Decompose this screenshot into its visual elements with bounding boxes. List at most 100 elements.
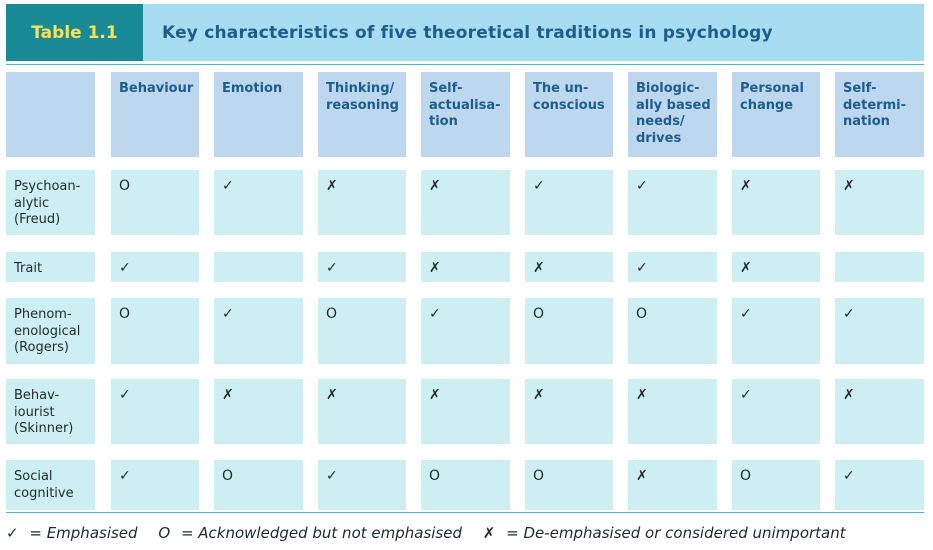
table-cell-text: ✓ xyxy=(636,178,648,194)
column-header: Self- actualisa- tion xyxy=(421,72,510,157)
table-cell: O xyxy=(318,298,406,364)
row-label: Behav- iourist (Skinner) xyxy=(6,379,95,444)
table-cell-text: ✗ xyxy=(636,468,648,484)
table-cell-text: O xyxy=(636,306,648,322)
column-header-text: Personal change xyxy=(740,81,804,113)
table-cell: O xyxy=(628,298,717,364)
table-cell-text: ✓ xyxy=(222,178,234,194)
table-cell: ✓ xyxy=(835,298,924,364)
column-header-text: Behaviour xyxy=(119,81,194,96)
table-cell-text: ✓ xyxy=(843,306,855,322)
row-label: Phenom- enological (Rogers) xyxy=(6,298,95,364)
column-header-text: Thinking/ reasoning xyxy=(326,81,399,113)
table-cell: O xyxy=(732,460,820,510)
table-cell-text: ✓ xyxy=(119,387,131,403)
table-cell: O xyxy=(214,460,303,510)
table-cell-text: ✗ xyxy=(429,387,441,403)
table-caption: Key characteristics of five theoretical … xyxy=(162,22,773,43)
row-label-text: Social cognitive xyxy=(14,469,74,501)
header-corner-cell xyxy=(6,72,95,157)
table-cell: ✗ xyxy=(835,379,924,444)
table-cell: ✗ xyxy=(214,379,303,444)
table-cell-text: O xyxy=(222,468,234,484)
table-cell-text: ✗ xyxy=(326,387,338,403)
table-cell-text: ✗ xyxy=(326,178,338,194)
table-cell-text: ✗ xyxy=(222,387,234,403)
table-cell-text: O xyxy=(429,468,441,484)
table-cell-text: O xyxy=(119,178,131,194)
table-cell: ✗ xyxy=(732,252,820,282)
table-cell-text: O xyxy=(119,306,131,322)
table-cell-text: ✗ xyxy=(740,260,752,276)
table-cell: ✗ xyxy=(525,379,613,444)
table-cell-text: ✗ xyxy=(429,260,441,276)
column-header: Self- determi- nation xyxy=(835,72,924,157)
table-cell: ✓ xyxy=(421,298,510,364)
top-rule xyxy=(6,64,924,65)
table-cell xyxy=(214,252,303,282)
table-cell: ✓ xyxy=(318,252,406,282)
table-cell: ✓ xyxy=(525,170,613,235)
table-cell-text: ✓ xyxy=(843,468,855,484)
column-header-text: Emotion xyxy=(222,81,283,96)
column-header: Emotion xyxy=(214,72,303,157)
table-cell: ✗ xyxy=(835,170,924,235)
legend-o-symbol: O xyxy=(158,524,171,542)
column-header: Behaviour xyxy=(111,72,199,157)
table-cell: ✓ xyxy=(214,298,303,364)
table-cell: ✓ xyxy=(732,298,820,364)
table-cell-text: ✓ xyxy=(740,306,752,322)
table-header-bar: Table 1.1 Key characteristics of five th… xyxy=(6,4,924,61)
legend-cross-text: = De-emphasised or considered unimportan… xyxy=(506,524,846,542)
table-cell-text: ✓ xyxy=(326,260,338,276)
bottom-rule xyxy=(6,512,924,513)
row-label: Psychoan- alytic (Freud) xyxy=(6,170,95,235)
table-legend: ✓ = Emphasised O = Acknowledged but not … xyxy=(6,524,846,546)
table-cell: ✓ xyxy=(111,252,199,282)
table-cell-text: ✓ xyxy=(429,306,441,322)
table-cell-text: ✗ xyxy=(429,178,441,194)
table-cell-text: O xyxy=(533,306,545,322)
table-cell: O xyxy=(111,298,199,364)
table-cell: ✗ xyxy=(421,379,510,444)
table-cell: O xyxy=(525,298,613,364)
table-cell-text: ✓ xyxy=(533,178,545,194)
table-cell-text: ✓ xyxy=(740,387,752,403)
table-cell: ✗ xyxy=(421,252,510,282)
column-header: The un- conscious xyxy=(525,72,613,157)
table-cell: ✓ xyxy=(628,170,717,235)
table-cell-text: ✓ xyxy=(119,468,131,484)
row-label: Trait xyxy=(6,252,95,282)
table-cell: ✓ xyxy=(111,460,199,510)
table-cell: ✗ xyxy=(628,379,717,444)
table-cell: ✓ xyxy=(835,460,924,510)
row-label-text: Psychoan- alytic (Freud) xyxy=(14,179,81,227)
table-cell-text: O xyxy=(326,306,338,322)
table-cell: O xyxy=(111,170,199,235)
table-cell: ✗ xyxy=(421,170,510,235)
table-cell: O xyxy=(421,460,510,510)
table-cell: O xyxy=(525,460,613,510)
table-cell-text: ✗ xyxy=(533,260,545,276)
table-cell: ✓ xyxy=(214,170,303,235)
row-label-text: Trait xyxy=(14,261,43,276)
table-cell: ✓ xyxy=(111,379,199,444)
table-cell-text: O xyxy=(533,468,545,484)
table-cell: ✓ xyxy=(628,252,717,282)
column-header: Biologic- ally based needs/ drives xyxy=(628,72,717,157)
row-label-text: Behav- iourist (Skinner) xyxy=(14,388,74,436)
table-cell-text: ✓ xyxy=(636,260,648,276)
column-header-text: Biologic- ally based needs/ drives xyxy=(636,81,711,146)
table-cell-text: ✓ xyxy=(326,468,338,484)
legend-o-text: = Acknowledged but not emphasised xyxy=(180,524,462,542)
column-header-text: Self- actualisa- tion xyxy=(429,81,501,129)
legend-tick-text: = Emphasised xyxy=(29,524,138,542)
column-header: Personal change xyxy=(732,72,820,157)
column-header-text: The un- conscious xyxy=(533,81,605,113)
column-header: Thinking/ reasoning xyxy=(318,72,406,157)
characteristics-table: Behaviour Emotion Thinking/ reasoning Self-… xyxy=(6,72,924,510)
legend-tick-symbol: ✓ xyxy=(6,524,19,542)
row-label-text: Phenom- enological (Rogers) xyxy=(14,307,81,355)
table-cell-text: ✗ xyxy=(636,387,648,403)
table-cell: ✗ xyxy=(318,170,406,235)
